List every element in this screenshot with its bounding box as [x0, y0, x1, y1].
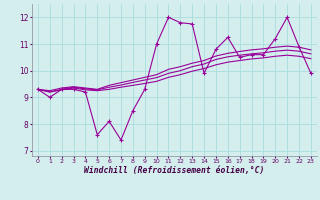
X-axis label: Windchill (Refroidissement éolien,°C): Windchill (Refroidissement éolien,°C) — [84, 166, 265, 175]
